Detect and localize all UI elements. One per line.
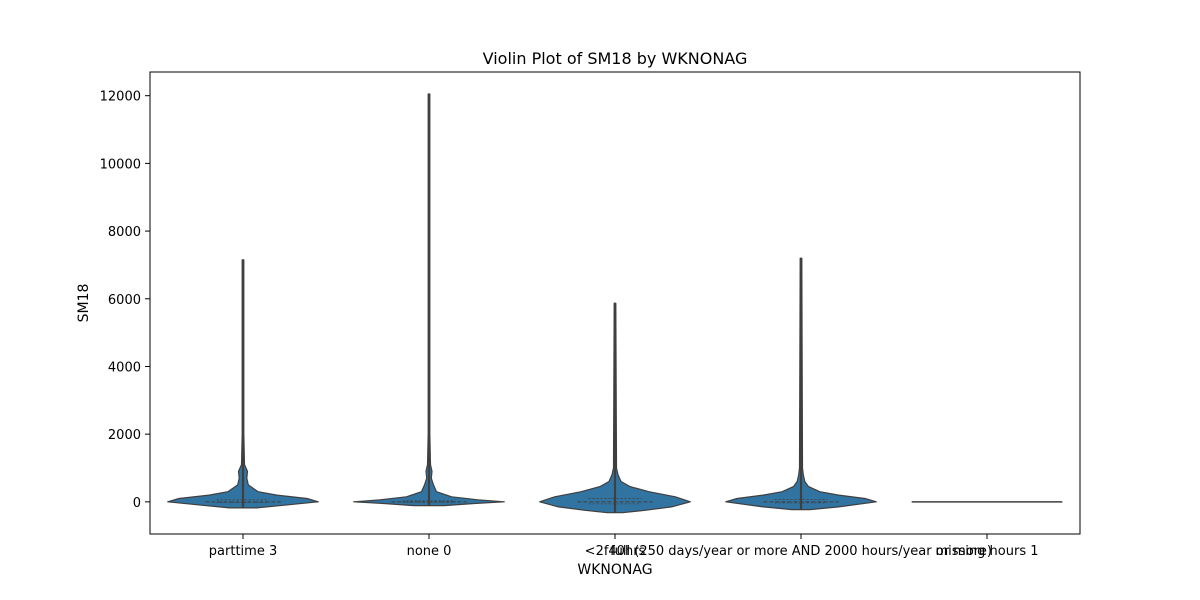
- violin: [539, 302, 691, 514]
- chart-title: Violin Plot of SM18 by WKNONAG: [483, 49, 748, 68]
- x-tick-label: full (250 days/year or more AND 2000 hou…: [610, 544, 992, 559]
- x-axis-label: WKNONAG: [577, 562, 652, 578]
- plot-area: [149, 71, 1081, 535]
- x-tick-label: missing hours 1: [935, 544, 1038, 559]
- violin: [725, 257, 877, 511]
- y-tick-label: 4000: [108, 360, 141, 375]
- y-tick-label: 12000: [100, 90, 141, 105]
- y-tick-label: 0: [133, 496, 141, 511]
- y-axis-label: SM18: [76, 284, 92, 323]
- y-tick-label: 8000: [108, 225, 141, 240]
- y-axis: 0 2000 4000 6000 8000 10000 12000: [100, 90, 150, 511]
- x-tick-label: none 0: [407, 544, 452, 559]
- x-tick-label: <2f40hrs: [585, 544, 646, 559]
- violin-series: [167, 93, 1063, 514]
- y-tick-label: 10000: [100, 157, 141, 172]
- y-tick-label: 6000: [108, 293, 141, 308]
- y-tick-label: 2000: [108, 428, 141, 443]
- x-tick-label: parttime 3: [209, 544, 277, 559]
- violin: [353, 93, 505, 507]
- violin: [167, 259, 319, 509]
